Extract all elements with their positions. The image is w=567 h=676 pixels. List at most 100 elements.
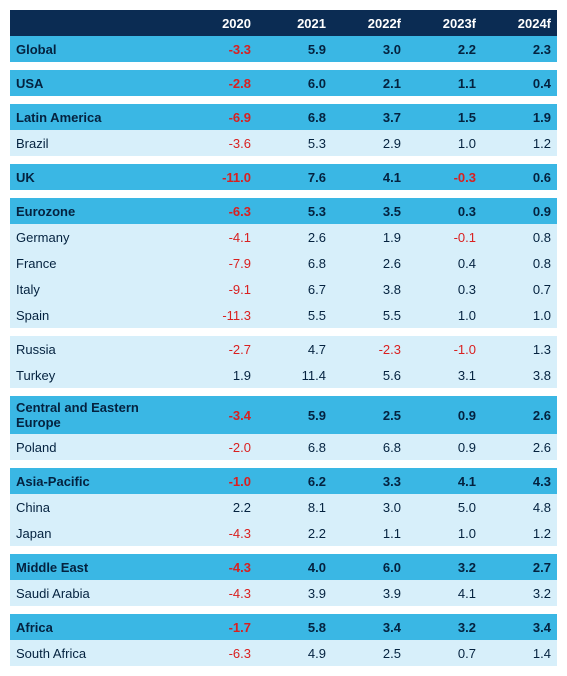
cell-value: 0.4 xyxy=(407,250,482,276)
row-label: Italy xyxy=(10,276,182,302)
cell-value: -0.3 xyxy=(407,164,482,190)
cell-value: -3.6 xyxy=(182,130,257,156)
cell-value: 0.3 xyxy=(407,198,482,224)
cell-value: 3.1 xyxy=(407,362,482,388)
cell-value: 1.5 xyxy=(407,104,482,130)
cell-value: 3.2 xyxy=(407,554,482,580)
cell-value: 3.4 xyxy=(332,614,407,640)
cell-value: 1.2 xyxy=(482,130,557,156)
cell-value: 4.7 xyxy=(257,336,332,362)
cell-value: 0.7 xyxy=(407,640,482,666)
cell-value: 2.6 xyxy=(482,434,557,460)
cell-value: 6.8 xyxy=(332,434,407,460)
col-2023f: 2023f xyxy=(407,10,482,36)
country-row: Germany-4.12.61.9-0.10.8 xyxy=(10,224,557,250)
cell-value: 3.8 xyxy=(332,276,407,302)
table-body: Global-3.35.93.02.22.3USA-2.86.02.11.10.… xyxy=(10,36,557,666)
col-2024f: 2024f xyxy=(482,10,557,36)
spacer-row xyxy=(10,606,557,614)
cell-value: -1.7 xyxy=(182,614,257,640)
cell-value: 1.2 xyxy=(482,520,557,546)
row-label: Germany xyxy=(10,224,182,250)
region-row: Middle East-4.34.06.03.22.7 xyxy=(10,554,557,580)
row-label: Russia xyxy=(10,336,182,362)
region-row: USA-2.86.02.11.10.4 xyxy=(10,70,557,96)
cell-value: 5.0 xyxy=(407,494,482,520)
row-label: Spain xyxy=(10,302,182,328)
cell-value: 1.9 xyxy=(332,224,407,250)
cell-value: -4.3 xyxy=(182,554,257,580)
country-row: Saudi Arabia-4.33.93.94.13.2 xyxy=(10,580,557,606)
cell-value: 1.0 xyxy=(407,130,482,156)
cell-value: 1.4 xyxy=(482,640,557,666)
cell-value: 1.1 xyxy=(407,70,482,96)
region-row: Latin America-6.96.83.71.51.9 xyxy=(10,104,557,130)
cell-value: -1.0 xyxy=(182,468,257,494)
row-label: Eurozone xyxy=(10,198,182,224)
cell-value: 3.0 xyxy=(332,36,407,62)
country-row: Poland-2.06.86.80.92.6 xyxy=(10,434,557,460)
cell-value: 0.9 xyxy=(407,434,482,460)
row-label: China xyxy=(10,494,182,520)
cell-value: 5.5 xyxy=(257,302,332,328)
cell-value: 3.9 xyxy=(257,580,332,606)
cell-value: 6.0 xyxy=(332,554,407,580)
row-label: Japan xyxy=(10,520,182,546)
col-2022f: 2022f xyxy=(332,10,407,36)
cell-value: 8.1 xyxy=(257,494,332,520)
cell-value: -2.7 xyxy=(182,336,257,362)
spacer-row xyxy=(10,62,557,70)
cell-value: 2.3 xyxy=(482,36,557,62)
cell-value: 2.2 xyxy=(182,494,257,520)
cell-value: -6.3 xyxy=(182,198,257,224)
cell-value: 5.6 xyxy=(332,362,407,388)
cell-value: 0.8 xyxy=(482,250,557,276)
cell-value: 2.2 xyxy=(257,520,332,546)
table-header: 2020 2021 2022f 2023f 2024f xyxy=(10,10,557,36)
row-label: Global xyxy=(10,36,182,62)
cell-value: 4.1 xyxy=(407,580,482,606)
row-label: Turkey xyxy=(10,362,182,388)
row-label: South Africa xyxy=(10,640,182,666)
cell-value: 2.5 xyxy=(332,640,407,666)
cell-value: -7.9 xyxy=(182,250,257,276)
cell-value: -9.1 xyxy=(182,276,257,302)
cell-value: 4.1 xyxy=(332,164,407,190)
country-row: South Africa-6.34.92.50.71.4 xyxy=(10,640,557,666)
country-row: Japan-4.32.21.11.01.2 xyxy=(10,520,557,546)
cell-value: 4.3 xyxy=(482,468,557,494)
spacer-row xyxy=(10,388,557,396)
cell-value: 2.2 xyxy=(407,36,482,62)
cell-value: -6.9 xyxy=(182,104,257,130)
cell-value: 0.9 xyxy=(482,198,557,224)
cell-value: 6.8 xyxy=(257,250,332,276)
region-row: Africa-1.75.83.43.23.4 xyxy=(10,614,557,640)
cell-value: 6.8 xyxy=(257,434,332,460)
cell-value: -11.0 xyxy=(182,164,257,190)
cell-value: 2.6 xyxy=(332,250,407,276)
cell-value: 4.9 xyxy=(257,640,332,666)
row-label: Middle East xyxy=(10,554,182,580)
cell-value: -2.8 xyxy=(182,70,257,96)
cell-value: -2.3 xyxy=(332,336,407,362)
row-label: USA xyxy=(10,70,182,96)
row-label: Saudi Arabia xyxy=(10,580,182,606)
gdp-forecast-table: 2020 2021 2022f 2023f 2024f Global-3.35.… xyxy=(10,10,557,666)
cell-value: 6.0 xyxy=(257,70,332,96)
cell-value: 6.8 xyxy=(257,104,332,130)
cell-value: -0.1 xyxy=(407,224,482,250)
cell-value: 7.6 xyxy=(257,164,332,190)
cell-value: 2.7 xyxy=(482,554,557,580)
col-2020: 2020 xyxy=(182,10,257,36)
cell-value: 0.3 xyxy=(407,276,482,302)
spacer-row xyxy=(10,96,557,104)
cell-value: 5.3 xyxy=(257,198,332,224)
row-label: Africa xyxy=(10,614,182,640)
cell-value: 3.0 xyxy=(332,494,407,520)
cell-value: 5.5 xyxy=(332,302,407,328)
country-row: France-7.96.82.60.40.8 xyxy=(10,250,557,276)
spacer-row xyxy=(10,156,557,164)
cell-value: 3.7 xyxy=(332,104,407,130)
cell-value: 3.8 xyxy=(482,362,557,388)
region-row: Central and Eastern Europe-3.45.92.50.92… xyxy=(10,396,557,434)
